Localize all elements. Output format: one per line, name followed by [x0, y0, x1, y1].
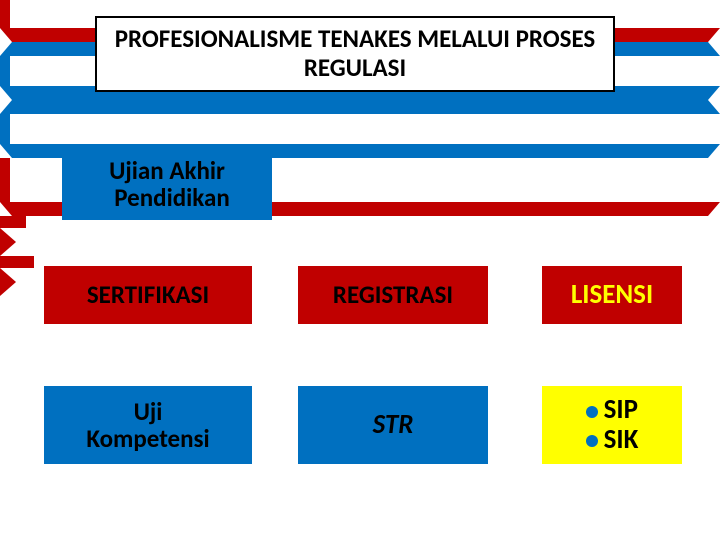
box-str: STR [298, 386, 488, 464]
box-sertifikasi: SERTIFIKASI [44, 266, 252, 324]
bullet-icon [586, 435, 598, 447]
box-sipsik: SIP SIK [542, 386, 682, 464]
title-text: PROFESIONALISME TENAKES MELALUI PROSES R… [97, 25, 613, 83]
ujian-line2: Pendidikan [104, 184, 229, 212]
sip-text: SIP [604, 393, 638, 426]
sertifikasi-text: SERTIFIKASI [87, 281, 209, 309]
uji-line1: Uji [86, 398, 209, 426]
box-registrasi: REGISTRASI [298, 266, 488, 324]
box-lisensi: LISENSI [542, 266, 682, 324]
lisensi-text: LISENSI [571, 280, 653, 310]
str-text: STR [373, 410, 414, 440]
bullet-icon [586, 406, 598, 418]
box-uji: Uji Kompetensi [44, 386, 252, 464]
ujian-line1: Ujian Akhir [104, 157, 229, 185]
sik-text: SIK [604, 423, 639, 456]
registrasi-text: REGISTRASI [333, 281, 453, 309]
uji-line2: Kompetensi [86, 425, 209, 453]
title-box: PROFESIONALISME TENAKES MELALUI PROSES R… [95, 16, 615, 92]
box-ujian: Ujian Akhir Pendidikan [62, 148, 272, 220]
